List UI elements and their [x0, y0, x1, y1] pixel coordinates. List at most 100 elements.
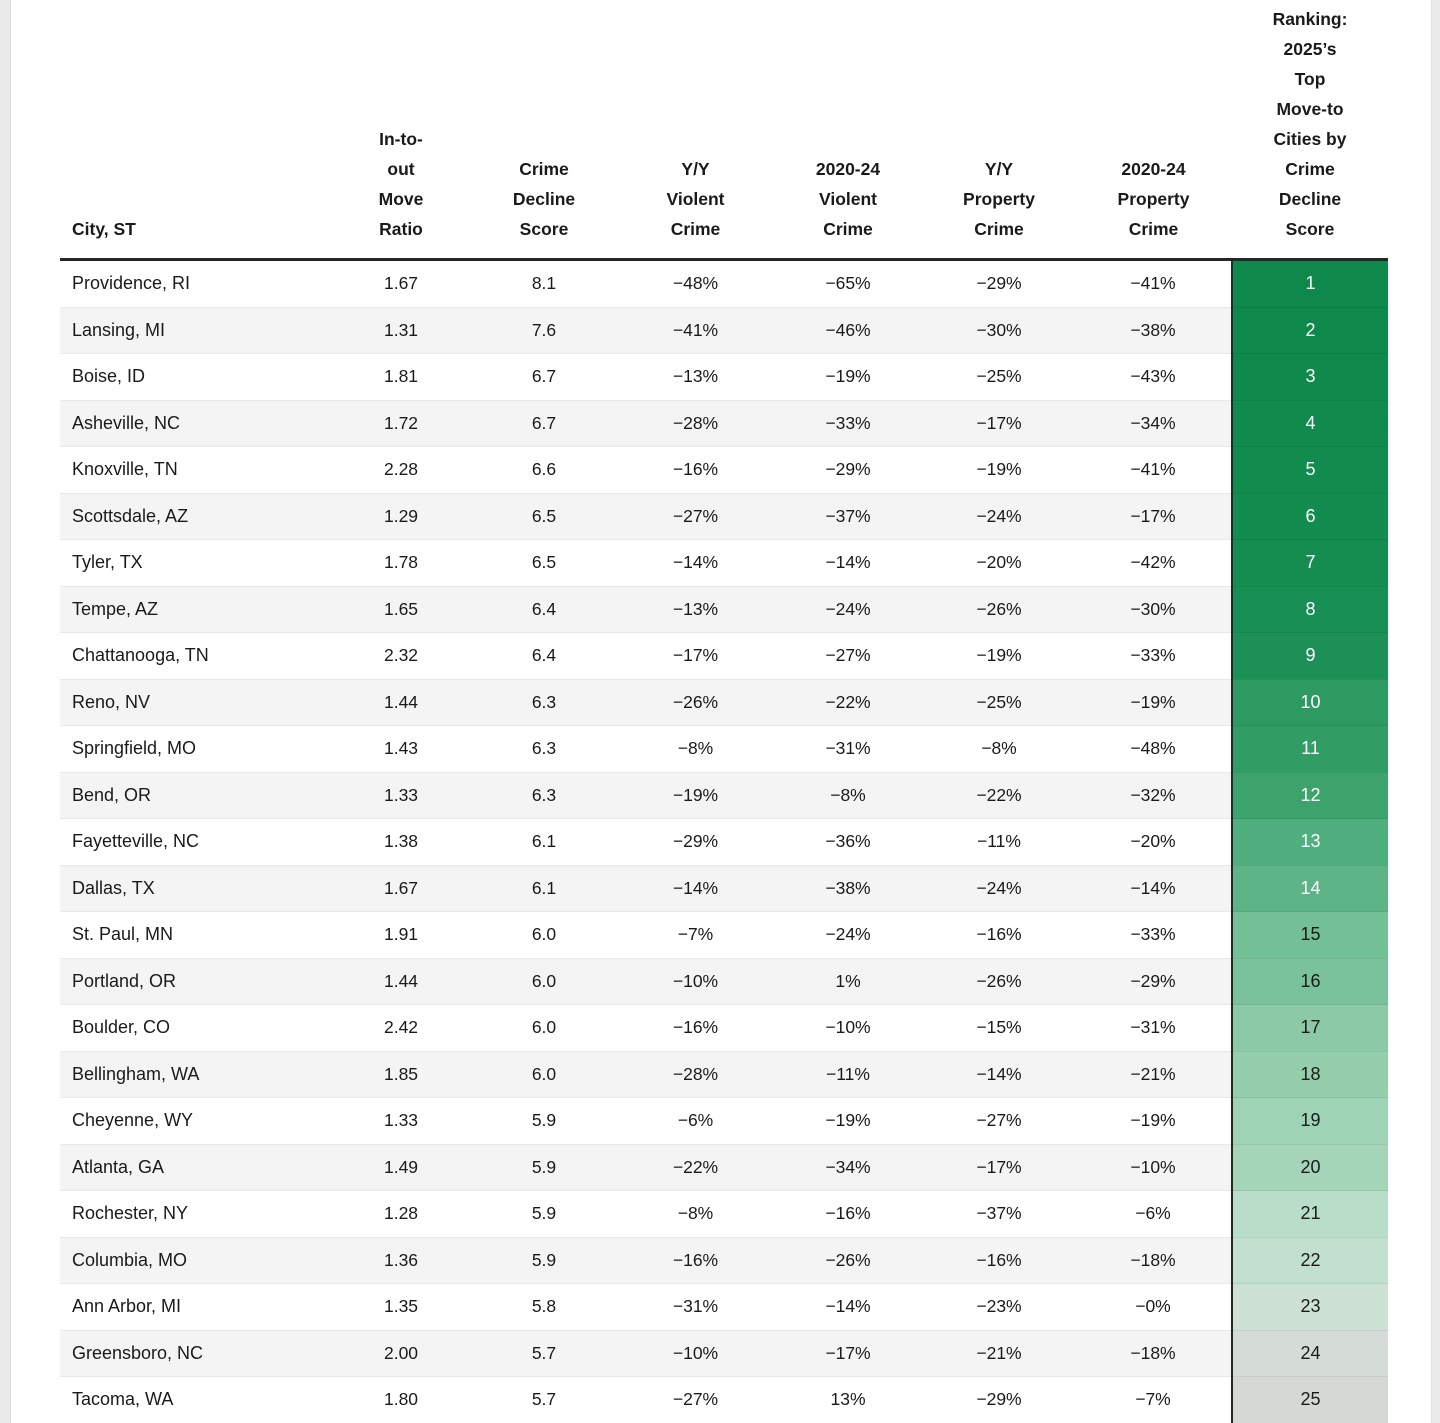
rank-badge: 8: [1231, 585, 1388, 633]
cell-property_2020_24: −10%: [1075, 1143, 1232, 1191]
cell-score: 6.1: [470, 818, 618, 865]
cell-move_ratio: 1.36: [332, 1236, 470, 1284]
table-row: Ann Arbor, MI 1.35 5.8 −31% −14% −23% −0% 23: [60, 1283, 1388, 1330]
cell-move_ratio: 1.35: [332, 1283, 470, 1330]
cell-score: 5.8: [470, 1283, 618, 1330]
cell-violent_2020_24: −24%: [773, 585, 923, 633]
rank-badge: 3: [1231, 353, 1388, 400]
cell-score: 6.4: [470, 585, 618, 633]
cell-yy_violent: −27%: [618, 492, 773, 540]
table-row: Rochester, NY 1.28 5.9 −8% −16% −37% −6% 21: [60, 1190, 1388, 1237]
cell-move_ratio: 2.28: [332, 446, 470, 493]
rank-badge: 12: [1231, 771, 1388, 819]
cell-yy_violent: −10%: [618, 1329, 773, 1377]
cell-move_ratio: 2.00: [332, 1329, 470, 1377]
cell-property_2020_24: −18%: [1075, 1236, 1232, 1284]
cell-yy_violent: −13%: [618, 585, 773, 633]
cell-property_2020_24: −29%: [1075, 957, 1232, 1005]
cell-score: 5.9: [470, 1143, 618, 1191]
table-row: Bellingham, WA 1.85 6.0 −28% −11% −14% −21% 18: [60, 1050, 1388, 1098]
rank-badge: 2: [1231, 306, 1388, 354]
cell-city: Springfield, MO: [60, 725, 332, 772]
rank-badge: 4: [1231, 399, 1388, 447]
page-left-edge: [0, 0, 11, 1423]
cell-score: 6.6: [470, 446, 618, 493]
cell-yy_property: −23%: [923, 1283, 1075, 1330]
cell-score: 6.1: [470, 864, 618, 912]
cell-property_2020_24: −19%: [1075, 678, 1232, 726]
cell-city: Portland, OR: [60, 957, 332, 1005]
cell-yy_property: −24%: [923, 864, 1075, 912]
rank-badge: 15: [1231, 911, 1388, 958]
cell-yy_property: −27%: [923, 1097, 1075, 1144]
cell-score: 5.9: [470, 1190, 618, 1237]
cell-violent_2020_24: −31%: [773, 725, 923, 772]
cell-property_2020_24: −31%: [1075, 1004, 1232, 1051]
cell-move_ratio: 1.31: [332, 306, 470, 354]
table-row: Cheyenne, WY 1.33 5.9 −6% −19% −27% −19% 19: [60, 1097, 1388, 1144]
cell-yy_property: −20%: [923, 539, 1075, 586]
rank-badge: 22: [1231, 1236, 1388, 1284]
cell-violent_2020_24: −33%: [773, 399, 923, 447]
cell-score: 8.1: [470, 259, 618, 307]
cell-yy_property: −30%: [923, 306, 1075, 354]
cell-yy_violent: −27%: [618, 1376, 773, 1423]
cell-move_ratio: 1.38: [332, 818, 470, 865]
cell-yy_violent: −26%: [618, 678, 773, 726]
cell-yy_violent: −16%: [618, 1004, 773, 1051]
table-row: Boulder, CO 2.42 6.0 −16% −10% −15% −31% 17: [60, 1004, 1388, 1051]
table-row: Tacoma, WA 1.80 5.7 −27% 13% −29% −7% 25: [60, 1376, 1388, 1423]
rank-badge: 17: [1231, 1004, 1388, 1051]
rank-badge: 20: [1231, 1143, 1388, 1191]
cell-move_ratio: 2.32: [332, 632, 470, 679]
cell-property_2020_24: −0%: [1075, 1283, 1232, 1330]
cell-yy_property: −11%: [923, 818, 1075, 865]
cell-yy_property: −25%: [923, 678, 1075, 726]
cell-property_2020_24: −18%: [1075, 1329, 1232, 1377]
cell-yy_property: −22%: [923, 771, 1075, 819]
cell-yy_property: −8%: [923, 725, 1075, 772]
cell-yy_violent: −31%: [618, 1283, 773, 1330]
cell-yy_violent: −22%: [618, 1143, 773, 1191]
rank-badge: 18: [1231, 1050, 1388, 1098]
cell-move_ratio: 1.81: [332, 353, 470, 400]
cell-yy_property: −21%: [923, 1329, 1075, 1377]
cell-city: Boulder, CO: [60, 1004, 332, 1051]
cell-yy_violent: −8%: [618, 725, 773, 772]
cell-move_ratio: 1.85: [332, 1050, 470, 1098]
cell-property_2020_24: −48%: [1075, 725, 1232, 772]
cell-yy_violent: −48%: [618, 259, 773, 307]
table-row: Providence, RI 1.67 8.1 −48% −65% −29% −41% 1: [60, 259, 1388, 307]
cell-property_2020_24: −21%: [1075, 1050, 1232, 1098]
cell-violent_2020_24: −16%: [773, 1190, 923, 1237]
cell-move_ratio: 1.44: [332, 957, 470, 1005]
rank-badge: 7: [1231, 539, 1388, 586]
table-row: Atlanta, GA 1.49 5.9 −22% −34% −17% −10% 20: [60, 1143, 1388, 1191]
rank-badge: 19: [1231, 1097, 1388, 1144]
cell-yy_property: −17%: [923, 399, 1075, 447]
cell-yy_property: −19%: [923, 632, 1075, 679]
cell-city: Reno, NV: [60, 678, 332, 726]
cell-city: Tacoma, WA: [60, 1376, 332, 1423]
cell-property_2020_24: −41%: [1075, 446, 1232, 493]
column-header-yy_property: Y/Y Property Crime: [923, 0, 1075, 261]
cell-city: Tempe, AZ: [60, 585, 332, 633]
rank-badge: 9: [1231, 632, 1388, 679]
cell-move_ratio: 1.33: [332, 1097, 470, 1144]
cell-city: Chattanooga, TN: [60, 632, 332, 679]
cell-score: 6.0: [470, 1050, 618, 1098]
cell-city: Columbia, MO: [60, 1236, 332, 1284]
table-row: Boise, ID 1.81 6.7 −13% −19% −25% −43% 3: [60, 353, 1388, 400]
cell-yy_violent: −10%: [618, 957, 773, 1005]
table-row: Bend, OR 1.33 6.3 −19% −8% −22% −32% 12: [60, 771, 1388, 819]
cell-violent_2020_24: −17%: [773, 1329, 923, 1377]
cell-yy_property: −15%: [923, 1004, 1075, 1051]
cell-move_ratio: 1.29: [332, 492, 470, 540]
cell-violent_2020_24: −29%: [773, 446, 923, 493]
cell-move_ratio: 1.67: [332, 259, 470, 307]
cell-city: Atlanta, GA: [60, 1143, 332, 1191]
cell-yy_violent: −13%: [618, 353, 773, 400]
rank-badge: 25: [1231, 1376, 1388, 1423]
cell-city: Bellingham, WA: [60, 1050, 332, 1098]
cell-move_ratio: 1.80: [332, 1376, 470, 1423]
